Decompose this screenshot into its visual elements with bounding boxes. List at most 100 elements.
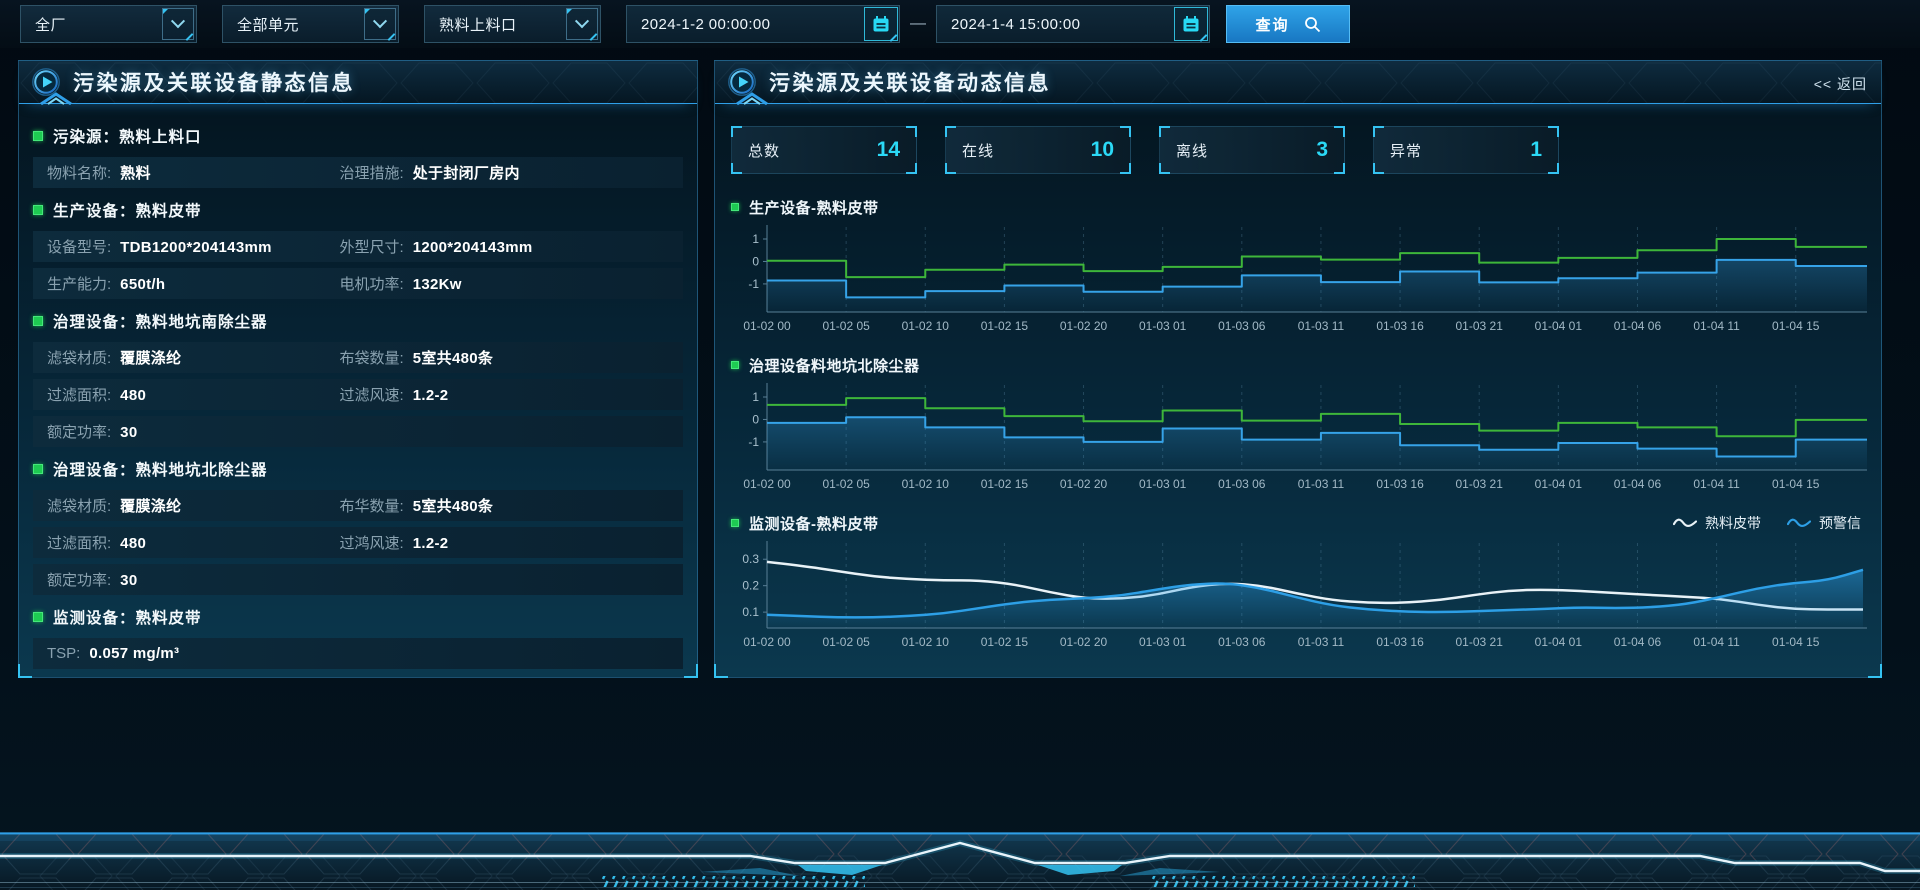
svg-text:01-03 01: 01-03 01 xyxy=(1139,635,1187,649)
section-title: 治理设备：熟料地坑南除尘器 xyxy=(53,313,268,331)
section-header: 治理设备：熟料地坑北除尘器 xyxy=(33,453,683,484)
footer-art xyxy=(0,832,1920,890)
svg-text:01-04 01: 01-04 01 xyxy=(1535,477,1583,491)
chart-title-row: 治理设备料地坑北除尘器 xyxy=(731,352,1865,378)
charts-column: 生产设备-熟料皮带 1 0 -1 01-02 00 01-02 05 01-02 10 01… xyxy=(731,194,1867,654)
chart-legend: 熟料皮带 预警信 xyxy=(1673,513,1865,533)
info-label: 布袋数量: xyxy=(339,350,404,367)
info-value: 熟料 xyxy=(120,165,151,182)
info-cell: 过滤风速: 1.2-2 xyxy=(340,384,683,405)
info-value: 5室共480条 xyxy=(412,350,494,367)
legend-item[interactable]: 预警信 xyxy=(1787,513,1861,533)
stat-label: 离线 xyxy=(1176,142,1209,160)
filter-select[interactable]: 全部单元 xyxy=(222,5,399,43)
legend-item[interactable]: 熟料皮带 xyxy=(1673,513,1761,533)
info-value: 132Kw xyxy=(412,276,462,293)
stat-value: 10 xyxy=(1090,138,1114,161)
corner-bracket xyxy=(731,126,742,137)
corner-bracket xyxy=(1373,163,1384,174)
info-value: 处于封闭厂房内 xyxy=(412,165,520,182)
svg-text:01-03 21: 01-03 21 xyxy=(1456,319,1504,333)
corner-bracket xyxy=(945,126,956,137)
stat-label: 在线 xyxy=(962,142,995,160)
green-square-icon xyxy=(33,611,43,622)
info-label: 物料名称: xyxy=(47,165,112,182)
select-chevron-box[interactable] xyxy=(162,8,194,40)
end-datetime-input[interactable]: 2024-1-4 15:00:00 xyxy=(936,5,1210,43)
back-link[interactable]: << 返回 xyxy=(1813,76,1867,92)
corner-bracket xyxy=(1548,126,1559,137)
calendar-icon[interactable] xyxy=(864,7,898,41)
select-chevron-box[interactable] xyxy=(364,8,396,40)
info-cell: 过滤面积: 480 xyxy=(47,384,340,405)
chart-title-row: 生产设备-熟料皮带 xyxy=(731,194,1865,220)
chevron-decor xyxy=(40,92,72,105)
info-value: 1200*204143mm xyxy=(412,239,533,256)
svg-text:0.1: 0.1 xyxy=(742,605,759,619)
info-label: 过滤面积: xyxy=(47,535,112,552)
info-label: 滤袋材质: xyxy=(47,498,112,515)
green-square-icon xyxy=(33,204,43,215)
svg-text:01-03 16: 01-03 16 xyxy=(1376,319,1424,333)
svg-text:01-02 10: 01-02 10 xyxy=(902,477,950,491)
info-cell: TSP: 0.057 mg/m³ xyxy=(47,645,340,662)
dynamic-info-title: 污染源及关联设备动态信息 xyxy=(769,72,1051,95)
svg-text:01-02 00: 01-02 00 xyxy=(743,635,791,649)
section-title: 监测设备：熟料皮带 xyxy=(53,609,202,627)
info-cell: 过鸿风速: 1.2-2 xyxy=(340,532,683,553)
svg-text:01-04 01: 01-04 01 xyxy=(1535,635,1583,649)
svg-text:01-02 20: 01-02 20 xyxy=(1060,319,1108,333)
section-title: 生产设备：熟料皮带 xyxy=(53,202,202,220)
stat-card: 总数 14 xyxy=(731,126,917,174)
info-cell: 生产能力: 650t/h xyxy=(47,273,340,294)
end-datetime-value: 2024-1-4 15:00:00 xyxy=(951,15,1081,33)
svg-text:01-04 11: 01-04 11 xyxy=(1693,319,1740,333)
select-chevron-box[interactable] xyxy=(566,8,598,40)
info-row: 过滤面积: 480 过滤风速: 1.2-2 xyxy=(33,379,683,410)
green-square-icon xyxy=(731,361,739,369)
info-label: TSP: xyxy=(47,645,81,662)
select-value: 全部单元 xyxy=(237,16,300,34)
start-datetime-input[interactable]: 2024-1-2 00:00:00 xyxy=(626,5,900,43)
chart-title: 监测设备-熟料皮带 xyxy=(749,515,879,533)
info-label: 滤袋材质: xyxy=(47,350,112,367)
svg-text:01-03 11: 01-03 11 xyxy=(1298,635,1345,649)
svg-text:01-04 11: 01-04 11 xyxy=(1693,477,1740,491)
legend-label: 熟料皮带 xyxy=(1705,515,1761,531)
section-header: 生产设备：熟料皮带 xyxy=(33,194,683,225)
svg-text:01-03 16: 01-03 16 xyxy=(1376,477,1424,491)
svg-text:01-03 16: 01-03 16 xyxy=(1376,635,1424,649)
chart-block: 监测设备-熟料皮带 熟料皮带 预警信 0.3 0.2 0.1 01-02 00 01-02… xyxy=(731,510,1867,654)
info-cell: 滤袋材质: 覆膜涤纶 xyxy=(47,495,340,516)
info-value: 30 xyxy=(120,424,138,441)
chart-block: 生产设备-熟料皮带 1 0 -1 01-02 00 01-02 05 01-02 10 01… xyxy=(731,194,1867,338)
svg-text:1: 1 xyxy=(752,232,759,246)
query-button[interactable]: 查询 xyxy=(1226,5,1350,43)
corner-bracket xyxy=(1334,126,1345,137)
info-cell: 布袋数量: 5室共480条 xyxy=(340,347,683,368)
svg-text:01-03 21: 01-03 21 xyxy=(1456,477,1504,491)
info-cell: 治理措施: 处于封闭厂房内 xyxy=(340,162,683,183)
green-square-icon xyxy=(731,203,739,211)
calendar-glyph xyxy=(1183,16,1199,32)
legend-label: 预警信 xyxy=(1819,515,1861,531)
corner-bracket xyxy=(945,163,956,174)
filter-select[interactable]: 熟料上料口 xyxy=(424,5,601,43)
query-button-label: 查询 xyxy=(1255,16,1290,34)
static-info-title: 污染源及关联设备静态信息 xyxy=(73,72,355,95)
start-datetime-value: 2024-1-2 00:00:00 xyxy=(641,15,771,33)
calendar-icon[interactable] xyxy=(1174,7,1208,41)
info-value: 480 xyxy=(120,535,147,552)
info-cell: 外型尺寸: 1200*204143mm xyxy=(340,236,683,257)
svg-text:01-02 20: 01-02 20 xyxy=(1060,635,1108,649)
info-cell: 滤袋材质: 覆膜涤纶 xyxy=(47,347,340,368)
chevron-down-icon xyxy=(372,14,388,29)
dynamic-info-panel: << 返回 污染源及关联设备动态信息 xyxy=(714,60,1882,678)
green-square-icon xyxy=(33,130,43,141)
corner-bracket xyxy=(906,163,917,174)
section-title: 污染源：熟料上料口 xyxy=(53,128,202,146)
info-label: 过滤风速: xyxy=(339,387,404,404)
filter-select[interactable]: 全厂 xyxy=(20,5,197,43)
info-label: 过滤面积: xyxy=(47,387,112,404)
